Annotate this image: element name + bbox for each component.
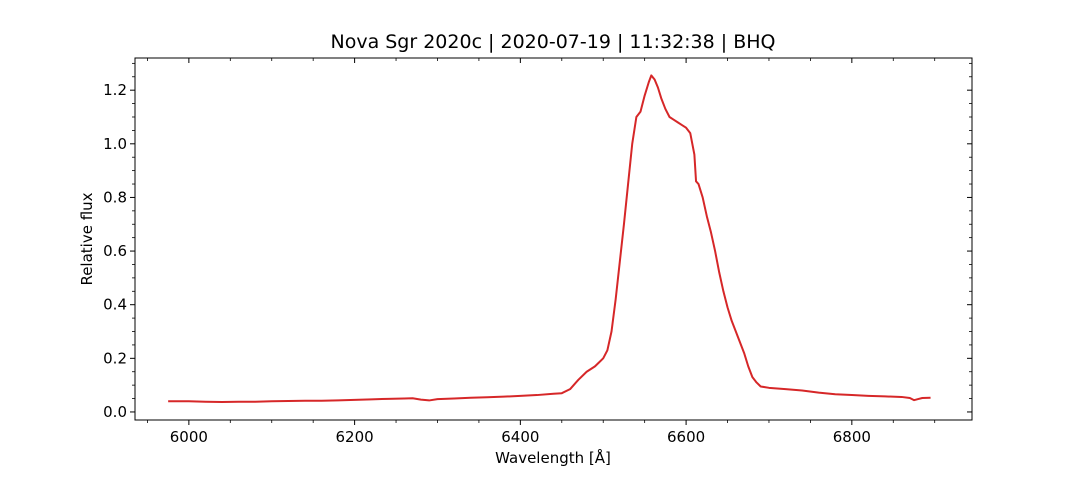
x-tick-label: 6600 xyxy=(667,428,705,446)
x-tick-label: 6200 xyxy=(336,428,374,446)
y-tick-label: 1.2 xyxy=(103,81,127,99)
y-tick-label: 0.8 xyxy=(103,188,127,206)
y-tick-label: 0.6 xyxy=(103,242,127,260)
spectrum-line xyxy=(168,74,931,404)
x-tick-label: 6800 xyxy=(833,428,871,446)
x-tick-label: 6400 xyxy=(501,428,539,446)
x-tick-label: 6000 xyxy=(170,428,208,446)
y-axis-label: Relative flux xyxy=(78,192,96,285)
plot-lines xyxy=(168,74,931,404)
plot-frame xyxy=(134,57,973,421)
axis-ticks xyxy=(130,58,972,425)
chart-title: Nova Sgr 2020c | 2020-07-19 | 11:32:38 |… xyxy=(330,31,775,53)
x-axis-label: Wavelength [Å] xyxy=(495,448,611,467)
y-tick-label: 0.4 xyxy=(103,296,127,314)
y-tick-label: 0.0 xyxy=(103,403,127,421)
y-tick-label: 0.2 xyxy=(103,349,127,367)
y-tick-label: 1.0 xyxy=(103,135,127,153)
axis-tick-labels: 6000 6200 6400 6600 6800 0.0 0.2 0.4 0.6 0.8 1.0 1.… xyxy=(103,81,871,446)
